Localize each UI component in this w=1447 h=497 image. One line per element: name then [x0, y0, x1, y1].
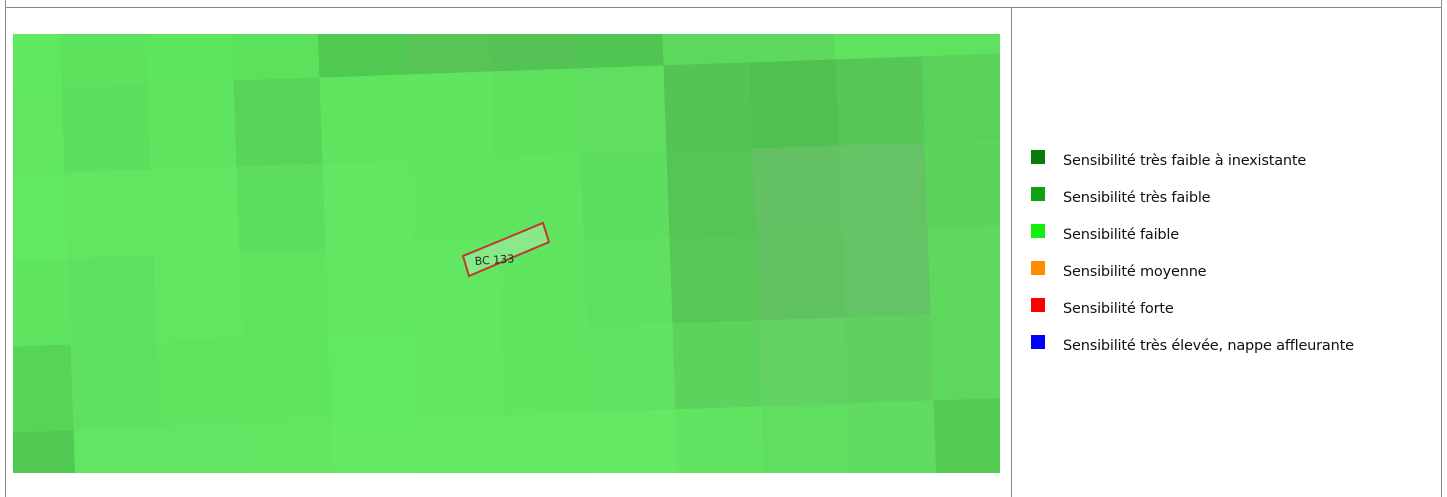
raster-cell	[580, 151, 671, 242]
raster-cell	[322, 160, 413, 251]
parcel-bc-133[interactable]: BC 133	[461, 221, 551, 278]
raster-cell	[70, 341, 161, 432]
raster-cell	[150, 166, 241, 257]
legend-item-faible: Sensibilité faible	[1031, 224, 1431, 261]
raster-cell	[325, 246, 416, 337]
legend-swatch	[1031, 224, 1045, 238]
raster-cell	[583, 237, 674, 328]
raster-cell	[59, 34, 149, 88]
legend-swatch	[1031, 335, 1045, 349]
raster-cell	[13, 258, 72, 348]
legend-item-moyenne: Sensibilité moyenne	[1031, 261, 1431, 298]
raster-cell	[490, 34, 579, 73]
raster-cell	[500, 326, 591, 417]
map-view[interactable]: BC 133	[13, 34, 1000, 473]
raster-cell	[417, 415, 507, 473]
raster-cell	[752, 145, 843, 236]
raster-cell	[13, 430, 77, 473]
raster-cell	[835, 56, 926, 147]
raster-cell	[13, 344, 75, 434]
legend-label: Sensibilité très faible	[1063, 190, 1211, 206]
raster-cell	[67, 255, 158, 346]
raster-cell	[73, 427, 163, 473]
raster-cell	[927, 225, 1000, 316]
legend-item-tres-faible: Sensibilité très faible	[1031, 187, 1431, 224]
raster-cell	[405, 71, 496, 162]
raster-cell	[64, 169, 155, 260]
raster-cell	[503, 412, 593, 473]
raster-cell	[328, 332, 419, 423]
raster-cell	[844, 314, 935, 405]
raster-cell	[231, 34, 321, 82]
legend-swatch	[1031, 261, 1045, 275]
legend-item-tres-elevee: Sensibilité très élevée, nappe affleuran…	[1031, 335, 1431, 372]
raster-cell	[666, 148, 757, 239]
raster-cell	[331, 418, 421, 473]
raster-cell	[834, 34, 923, 61]
legend-swatch	[1031, 298, 1045, 312]
frame-divider	[1011, 7, 1012, 497]
raster-cell	[245, 421, 335, 473]
raster-cell	[236, 163, 327, 254]
raster-cell	[589, 409, 679, 473]
legend-swatch	[1031, 150, 1045, 164]
frame-right-border	[1441, 0, 1442, 497]
map-raster: BC 133	[13, 34, 1000, 473]
raster-cell	[147, 80, 238, 171]
raster-cell	[755, 231, 846, 322]
raster-cell	[577, 65, 668, 156]
raster-cell	[61, 83, 152, 174]
raster-cell	[749, 59, 840, 150]
raster-cell	[13, 34, 63, 90]
raster-cell	[921, 53, 1000, 144]
raster-cell	[669, 234, 760, 325]
raster-cell	[662, 34, 751, 67]
legend: Sensibilité très faible à inexistante Se…	[1031, 150, 1431, 372]
raster-cell	[838, 142, 929, 233]
raster-cell	[159, 424, 249, 473]
frame-top-border	[5, 7, 1442, 8]
raster-cell	[933, 398, 1000, 473]
raster-cell	[491, 68, 582, 159]
raster-cell	[663, 62, 754, 153]
raster-cell	[317, 34, 407, 79]
raster-cell	[239, 249, 330, 340]
legend-label: Sensibilité moyenne	[1063, 264, 1207, 280]
legend-label: Sensibilité faible	[1063, 227, 1179, 243]
raster-cell	[930, 311, 1000, 402]
raster-cell	[675, 406, 765, 473]
raster-cell	[761, 403, 851, 473]
raster-cell	[924, 139, 1000, 230]
raster-cell	[576, 34, 665, 70]
raster-cell	[13, 86, 66, 176]
raster-cell	[748, 34, 837, 64]
raster-cell	[156, 338, 247, 429]
legend-label: Sensibilité très faible à inexistante	[1063, 153, 1307, 169]
raster-cell	[233, 77, 324, 168]
raster-cell	[145, 34, 235, 85]
raster-cell	[586, 323, 677, 414]
legend-swatch	[1031, 187, 1045, 201]
parcel-outline[interactable]	[461, 221, 551, 278]
parcel-label: BC 133	[474, 252, 514, 268]
raster-cell	[13, 172, 69, 262]
raster-cell	[414, 329, 505, 420]
raster-cell	[672, 320, 763, 411]
raster-cell	[404, 34, 493, 76]
raster-cell	[319, 74, 410, 165]
raster-cell	[847, 400, 938, 473]
legend-item-tres-faible-inexistante: Sensibilité très faible à inexistante	[1031, 150, 1431, 187]
raster-cell	[153, 252, 244, 343]
legend-label: Sensibilité forte	[1063, 301, 1174, 317]
legend-item-forte: Sensibilité forte	[1031, 298, 1431, 335]
raster-cell	[841, 228, 932, 319]
raster-cell	[242, 335, 333, 426]
legend-label: Sensibilité très élevée, nappe affleuran…	[1063, 338, 1354, 354]
frame-left-border	[5, 0, 6, 497]
raster-cell	[408, 157, 499, 248]
raster-cell	[920, 34, 1000, 58]
raster-cell	[758, 317, 849, 408]
